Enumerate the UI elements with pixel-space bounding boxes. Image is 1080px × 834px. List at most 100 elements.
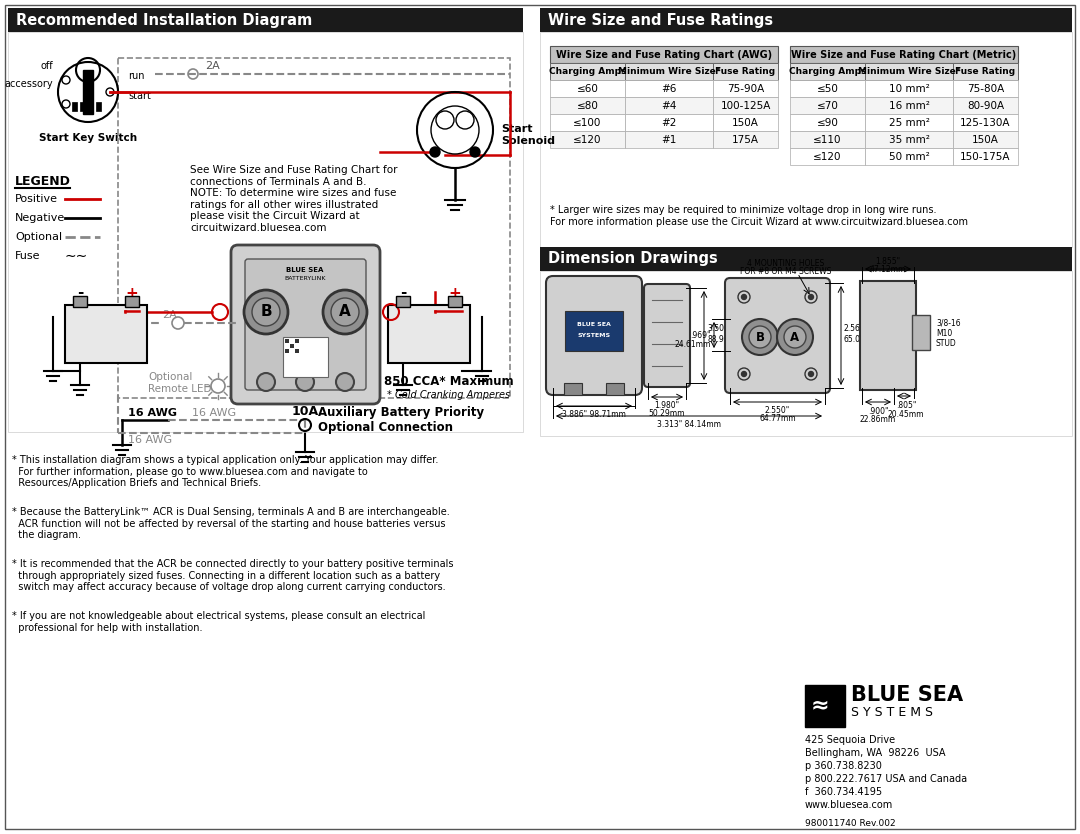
Bar — [865, 63, 953, 80]
Text: +: + — [125, 285, 138, 300]
Text: BLUE SEA: BLUE SEA — [851, 685, 963, 705]
Bar — [8, 8, 523, 32]
Circle shape — [330, 298, 359, 326]
Text: #1: #1 — [661, 134, 677, 144]
Text: 150A: 150A — [732, 118, 759, 128]
Text: 75-90A: 75-90A — [727, 83, 765, 93]
Circle shape — [336, 373, 354, 391]
Text: start: start — [129, 91, 151, 101]
Text: f  360.734.4195: f 360.734.4195 — [805, 787, 882, 797]
Circle shape — [252, 298, 280, 326]
Bar — [713, 131, 778, 148]
Text: 65.09mm: 65.09mm — [843, 335, 880, 344]
Text: 22.86mm: 22.86mm — [860, 414, 896, 424]
Bar — [550, 63, 625, 80]
Circle shape — [430, 147, 440, 157]
Bar — [550, 131, 625, 148]
Circle shape — [257, 373, 275, 391]
FancyBboxPatch shape — [546, 276, 642, 395]
Text: +: + — [448, 285, 461, 300]
Bar — [291, 344, 294, 348]
Bar — [96, 102, 102, 111]
Text: A: A — [339, 304, 351, 319]
Text: #4: #4 — [661, 101, 677, 110]
Bar — [87, 102, 93, 111]
Text: 2.563": 2.563" — [843, 324, 869, 333]
Text: run: run — [129, 71, 145, 81]
Text: Charging Amps: Charging Amps — [788, 67, 866, 76]
Text: 16 AWG: 16 AWG — [129, 435, 172, 445]
Text: Dimension Drawings: Dimension Drawings — [548, 252, 718, 267]
Bar — [396, 296, 410, 307]
Text: 20.45mm: 20.45mm — [888, 409, 924, 419]
Bar — [625, 114, 713, 131]
Text: Fuse Rating: Fuse Rating — [956, 67, 1015, 76]
Text: SYSTEMS: SYSTEMS — [578, 333, 610, 338]
Bar — [625, 80, 713, 97]
Text: .900": .900" — [867, 406, 888, 415]
Text: Wire Size and Fuse Ratings: Wire Size and Fuse Ratings — [548, 13, 773, 28]
Bar — [125, 296, 139, 307]
Bar — [72, 102, 77, 111]
Bar — [953, 148, 1018, 165]
Text: Negative: Negative — [15, 213, 65, 223]
Text: Fuse Rating: Fuse Rating — [715, 67, 775, 76]
Text: Wire Size and Fuse Rating Chart (Metric): Wire Size and Fuse Rating Chart (Metric) — [792, 49, 1016, 59]
Bar — [789, 80, 865, 97]
Text: 75-80A: 75-80A — [967, 83, 1004, 93]
Text: #2: #2 — [661, 118, 677, 128]
Text: 425 Sequoia Drive: 425 Sequoia Drive — [805, 735, 895, 745]
Text: 850 CCA* Maximum: 850 CCA* Maximum — [384, 374, 514, 388]
Text: ≤80: ≤80 — [577, 101, 598, 110]
Bar — [285, 349, 289, 353]
Text: -: - — [400, 285, 406, 300]
Text: Minimum Wire Size*: Minimum Wire Size* — [858, 67, 960, 76]
Text: 2A: 2A — [205, 61, 219, 71]
Bar — [540, 247, 1072, 271]
Text: 150A: 150A — [972, 134, 999, 144]
Text: ∼∼: ∼∼ — [65, 249, 89, 263]
Text: 16 AWG: 16 AWG — [192, 408, 237, 418]
Text: 1.855": 1.855" — [876, 257, 901, 265]
Text: Recommended Installation Diagram: Recommended Installation Diagram — [16, 13, 312, 28]
Circle shape — [809, 371, 813, 376]
Text: Auxiliary
Battery: Auxiliary Battery — [77, 318, 135, 346]
Circle shape — [742, 319, 778, 355]
Text: Bellingham, WA  98226  USA: Bellingham, WA 98226 USA — [805, 748, 945, 758]
FancyBboxPatch shape — [644, 284, 690, 387]
Text: #6: #6 — [661, 83, 677, 93]
Bar — [789, 63, 865, 80]
Text: ≤90: ≤90 — [816, 118, 838, 128]
Bar — [540, 271, 1072, 436]
Text: 25 mm²: 25 mm² — [889, 118, 930, 128]
Text: Fuse: Fuse — [15, 251, 41, 261]
Text: .805": .805" — [895, 400, 916, 409]
Text: -: - — [77, 285, 83, 300]
Text: 2A: 2A — [162, 310, 177, 320]
Text: Minimum Wire Size*: Minimum Wire Size* — [618, 67, 720, 76]
Text: p 360.738.8230: p 360.738.8230 — [805, 761, 882, 771]
Bar — [65, 305, 147, 363]
Text: * Larger wire sizes may be required to minimize voltage drop in long wire runs.
: * Larger wire sizes may be required to m… — [550, 205, 968, 227]
Text: Wire Size and Fuse Rating Chart (AWG): Wire Size and Fuse Rating Chart (AWG) — [556, 49, 772, 59]
Text: 88.96mm: 88.96mm — [707, 335, 743, 344]
Bar — [713, 80, 778, 97]
Bar — [865, 148, 953, 165]
Text: 100-125A: 100-125A — [720, 101, 771, 110]
Text: ≤120: ≤120 — [813, 152, 841, 162]
Bar — [73, 296, 87, 307]
Text: Start Key Switch: Start Key Switch — [39, 133, 137, 143]
Text: 10A: 10A — [292, 404, 319, 418]
Text: * If you are not knowledgeable about electrical systems, please consult an elect: * If you are not knowledgeable about ele… — [12, 611, 426, 633]
Text: 50.29mm: 50.29mm — [649, 409, 685, 418]
Text: * This installation diagram shows a typical application only. Your application m: * This installation diagram shows a typi… — [12, 455, 438, 488]
Text: 3.502": 3.502" — [707, 324, 732, 333]
Text: 24.61mm: 24.61mm — [675, 339, 711, 349]
Text: ≤70: ≤70 — [816, 101, 838, 110]
Bar — [283, 337, 328, 377]
Bar — [805, 685, 845, 727]
Text: www.bluesea.com: www.bluesea.com — [805, 800, 893, 810]
Bar — [865, 131, 953, 148]
Text: 3.886" 98.71mm: 3.886" 98.71mm — [562, 409, 626, 419]
Text: Auxiliary Battery Priority: Auxiliary Battery Priority — [318, 405, 484, 419]
